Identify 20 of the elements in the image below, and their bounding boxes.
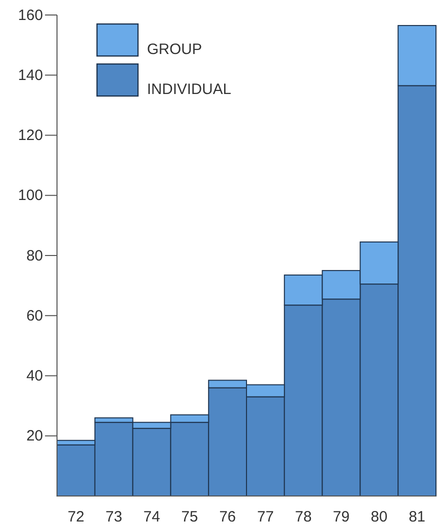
- x-tick-label: 75: [181, 508, 198, 526]
- y-tick-label: 80: [26, 247, 43, 264]
- y-tick-label: 60: [26, 307, 43, 324]
- x-tick-label: 80: [370, 508, 388, 526]
- y-tick-label: 100: [18, 187, 43, 204]
- x-tick-label: 78: [295, 508, 312, 526]
- x-tick-label: 81: [408, 508, 426, 526]
- y-tick-label: 20: [26, 428, 43, 445]
- y-tick-label: 140: [18, 66, 43, 84]
- x-tick-label: 79: [332, 508, 350, 526]
- x-tick-label: 72: [68, 508, 84, 526]
- y-tick-label: 160: [18, 6, 43, 24]
- x-tick-label: 76: [219, 508, 236, 526]
- y-tick-label: 120: [18, 127, 43, 144]
- x-tick-label: 74: [143, 508, 160, 526]
- x-tick-label: 77: [257, 508, 274, 526]
- legend-label: GROUP: [147, 41, 202, 58]
- y-tick-label: 40: [26, 368, 43, 385]
- legend-label: INDIVIDUAL: [147, 81, 232, 98]
- x-tick-label: 73: [106, 508, 122, 526]
